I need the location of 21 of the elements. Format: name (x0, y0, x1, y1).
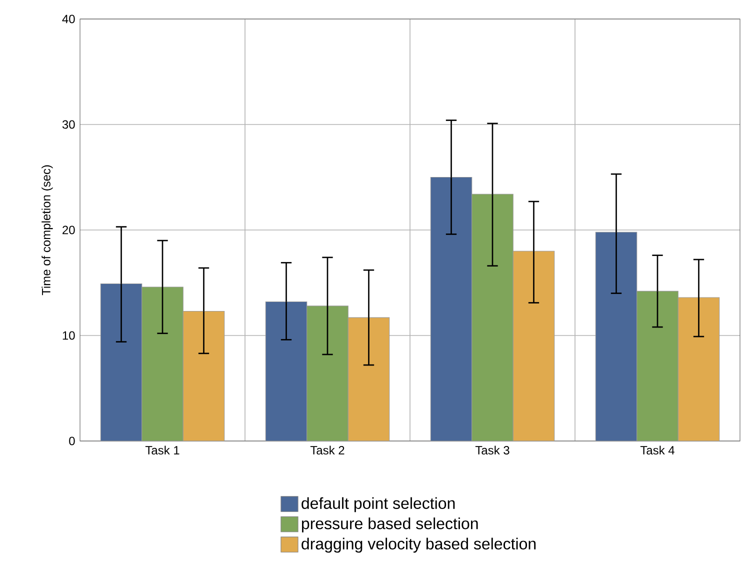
x-tick-label: Task 4 (640, 446, 674, 455)
x-tick-label: Task 3 (475, 446, 510, 455)
y-tick-label: 10 (62, 331, 75, 340)
y-tick-label: 20 (62, 226, 75, 234)
bar (430, 176, 472, 441)
bar (142, 286, 184, 441)
y-tick-label: 0 (69, 436, 75, 446)
y-tick-label: 40 (62, 14, 75, 24)
legend-label: default point selection (302, 497, 455, 512)
bar (472, 194, 514, 441)
legend-label: dragging velocity based selection (302, 538, 536, 553)
bar (595, 232, 638, 441)
y-tick-label: 30 (62, 120, 75, 129)
bar (100, 284, 142, 441)
legend-label: pressure based selection (302, 517, 478, 532)
y-axis-title: Time of completion (sec) (42, 165, 53, 296)
x-tick-label: Task 2 (310, 446, 344, 455)
x-tick-label: Task 1 (145, 446, 180, 455)
bar (636, 290, 678, 441)
bar (306, 306, 348, 441)
bar (265, 301, 308, 441)
